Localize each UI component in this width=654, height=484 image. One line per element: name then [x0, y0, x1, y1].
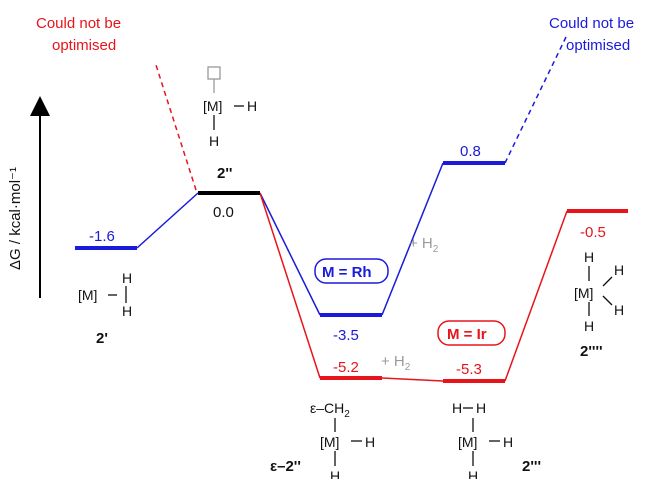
- rh-connector-2p-2pp: [136, 192, 199, 249]
- badge-rh: M = Rh: [322, 264, 372, 281]
- y-axis-label: ΔG / kcal·mol⁻¹: [7, 167, 24, 270]
- svg-text:H: H: [584, 249, 594, 265]
- badge-ir: M = Ir: [447, 326, 487, 343]
- rh-not-optimised-line1: Could not be: [549, 15, 634, 32]
- value-rh-eps: -3.5: [333, 327, 359, 344]
- svg-text:H: H: [365, 434, 375, 450]
- svg-text:H: H: [122, 303, 132, 319]
- rh-connector-eps-h2: [381, 162, 444, 316]
- compound-2pppp: 2'''': [580, 343, 603, 360]
- svg-text:H: H: [614, 302, 624, 318]
- svg-text:[M]: [M]: [458, 434, 477, 450]
- svg-text:[M]: [M]: [320, 434, 339, 450]
- structure-eps-2pp: ε–CH2 [M] H H: [310, 400, 375, 484]
- svg-text:H: H: [584, 318, 594, 334]
- structure-2pppp: H [M] H H H: [574, 249, 624, 334]
- ir-connector-eps-2ppp: [381, 377, 444, 382]
- svg-text:H: H: [209, 133, 219, 149]
- compound-eps-2pp: ε–2'': [270, 458, 301, 475]
- ir-not-optimised-line2: optimised: [52, 37, 116, 54]
- value-ir-eps: -5.2: [333, 359, 359, 376]
- svg-text:[M]: [M]: [574, 285, 593, 301]
- compound-2p: 2': [96, 330, 108, 347]
- value-2p: -1.6: [89, 228, 115, 245]
- compound-2ppp: 2''': [522, 458, 541, 475]
- svg-text:H: H: [247, 98, 257, 114]
- value-rh-h2: 0.8: [460, 143, 481, 160]
- ir-connector-2pp-eps: [259, 192, 321, 379]
- svg-text:H: H: [330, 468, 340, 479]
- svg-text:H: H: [468, 468, 478, 479]
- svg-text:H: H: [614, 262, 624, 278]
- ir-dashed-up: [155, 64, 197, 191]
- value-ir-2pppp: -0.5: [580, 224, 606, 241]
- rh-dashed-up: [504, 34, 568, 164]
- svg-text:H: H: [503, 434, 513, 450]
- structure-2pp: [M] H H: [203, 66, 257, 149]
- svg-text:ε–CH2: ε–CH2: [310, 400, 350, 420]
- svg-text:H: H: [476, 400, 486, 416]
- h2-label-ir: + H2: [381, 353, 411, 373]
- structure-2p: [M] H H: [78, 270, 132, 319]
- compound-2pp: 2'': [217, 165, 232, 182]
- rh-not-optimised-line2: optimised: [566, 37, 630, 54]
- structure-2ppp: H H [M] H H: [452, 400, 513, 484]
- badge-rh-box: [314, 258, 389, 284]
- rh-connector-2pp-eps: [259, 192, 321, 316]
- value-2pp: 0.0: [213, 204, 234, 221]
- value-ir-2ppp: -5.3: [456, 361, 482, 378]
- svg-text:H: H: [452, 400, 462, 416]
- h2-label-rh: + H2: [409, 235, 439, 255]
- badge-ir-box: [437, 320, 506, 346]
- svg-text:[M]: [M]: [78, 287, 97, 303]
- ir-connector-2ppp-2pppp: [504, 210, 568, 382]
- svg-text:[M]: [M]: [203, 98, 222, 114]
- ir-not-optimised-line1: Could not be: [36, 15, 121, 32]
- svg-text:H: H: [122, 270, 132, 286]
